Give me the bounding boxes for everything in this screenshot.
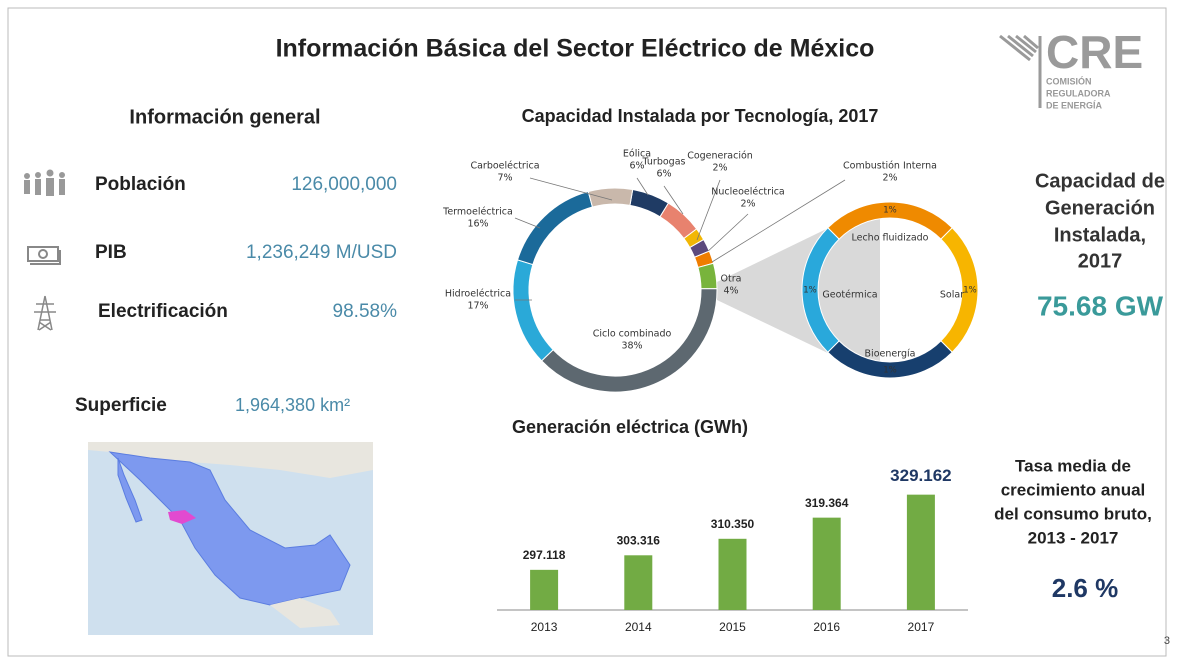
slice-value-label: 2%	[712, 163, 727, 174]
bar-value-label: 319.364	[805, 496, 849, 510]
slice-label: Turbogas	[642, 157, 686, 168]
bar	[906, 494, 935, 610]
population-icon	[24, 169, 65, 196]
logo-subtitle: DE ENERGÍA	[1046, 100, 1103, 110]
surface-value: 1,964,380 km²	[235, 395, 350, 415]
slice-value-label: 1%	[803, 286, 817, 296]
slice-label: Solar	[940, 290, 964, 301]
donut-slice	[587, 187, 634, 208]
slice-value-label: 7%	[497, 173, 512, 184]
slice-value-label: 2%	[882, 173, 897, 184]
x-tick-label: 2016	[813, 620, 840, 634]
donut-slice	[697, 262, 718, 290]
slice-label: Carboeléctrica	[470, 161, 539, 172]
slice-label: Otra	[721, 274, 742, 285]
slice-label: Eólica	[623, 149, 651, 160]
logo-subtitle: COMISIÓN	[1046, 75, 1092, 86]
growth-value: 2.6 %	[1052, 573, 1119, 603]
slice-label: Cogeneración	[687, 151, 753, 162]
slice-label: Combustión Interna	[843, 161, 937, 172]
capacity-heading: Capacidad de	[1035, 170, 1165, 192]
slice-value-label: 6%	[629, 161, 644, 172]
bar-value-label: 297.118	[523, 548, 566, 562]
slice-value-label: 6%	[656, 169, 671, 180]
capacity-heading: 2017	[1078, 250, 1123, 272]
bar	[624, 555, 653, 610]
slice-value-label: 1%	[963, 286, 977, 296]
page-number: 3	[1164, 635, 1170, 647]
bar-value-label: 329.162	[890, 466, 951, 485]
bar	[530, 569, 559, 610]
slice-label: Bioenergía	[865, 349, 916, 360]
info-value: 98.58%	[333, 301, 398, 322]
slice-value-label: 2%	[740, 199, 755, 210]
slice-value-label: 16%	[467, 219, 488, 230]
logo-name: CRE	[1046, 26, 1143, 78]
tower-icon	[34, 295, 56, 331]
slice-label: Hidroeléctrica	[445, 289, 511, 300]
slice-value-label: 1%	[883, 206, 897, 216]
growth-heading: del consumo bruto,	[994, 504, 1152, 523]
section-heading: Información general	[129, 106, 320, 128]
leader-line	[514, 217, 541, 229]
chart-title: Capacidad Instalada por Tecnología, 2017	[522, 106, 879, 126]
slice-value-label: 4%	[723, 286, 738, 297]
growth-heading: crecimiento anual	[1001, 480, 1146, 499]
bar-value-label: 310.350	[711, 517, 755, 531]
map	[88, 442, 373, 635]
x-tick-label: 2017	[908, 620, 935, 634]
slide-title: Información Básica del Sector Eléctrico …	[276, 35, 875, 63]
slice-label: Termoeléctrica	[442, 207, 513, 218]
growth-heading: Tasa media de	[1015, 456, 1131, 475]
bar	[718, 538, 747, 610]
money-icon	[27, 246, 61, 265]
bar	[812, 517, 841, 610]
slice-label: Ciclo combinado	[593, 329, 672, 340]
x-tick-label: 2013	[531, 620, 558, 634]
info-value: 1,236,249 M/USD	[246, 242, 397, 263]
leader-line	[696, 179, 721, 241]
leader-line	[663, 185, 684, 215]
connector-wedge	[717, 203, 880, 378]
slice-label: Geotérmica	[822, 290, 877, 301]
logo-mark	[999, 34, 1042, 108]
capacity-heading: Generación	[1045, 197, 1155, 219]
capacity-value: 75.68 GW	[1037, 290, 1164, 321]
slice-label: Lecho fluidizado	[851, 233, 928, 244]
info-label: PIB	[95, 242, 127, 263]
info-label: Electrificación	[98, 301, 228, 322]
info-label: Población	[95, 174, 186, 195]
leader-line	[636, 177, 649, 196]
chart-title: Generación eléctrica (GWh)	[512, 417, 748, 437]
x-tick-label: 2014	[625, 620, 652, 634]
leader-line	[529, 177, 613, 201]
surface-label: Superficie	[75, 395, 167, 416]
donut-slice	[801, 227, 840, 353]
leader-line	[711, 179, 846, 263]
bar-value-label: 303.316	[617, 533, 661, 547]
growth-heading: 2013 - 2017	[1028, 528, 1119, 547]
slice-label: Nucleoeléctrica	[711, 187, 785, 198]
slice-value-label: 1%	[883, 366, 897, 376]
info-value: 126,000,000	[291, 174, 397, 195]
logo-subtitle: REGULADORA	[1046, 88, 1111, 98]
slice-value-label: 38%	[621, 341, 642, 352]
leader-line	[704, 213, 749, 255]
slice-value-label: 17%	[467, 301, 488, 312]
capacity-heading: Instalada,	[1054, 224, 1146, 246]
x-tick-label: 2015	[719, 620, 746, 634]
